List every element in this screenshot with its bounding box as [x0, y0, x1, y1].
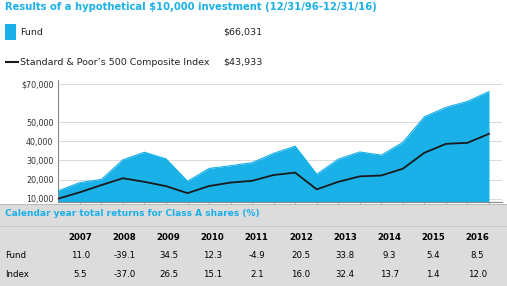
Text: $43,933: $43,933 [223, 58, 263, 67]
Text: 5.4: 5.4 [426, 251, 440, 259]
Text: 2009: 2009 [157, 233, 180, 242]
Text: 26.5: 26.5 [159, 270, 178, 279]
Bar [5, 24, 16, 40]
Text: 2.1: 2.1 [250, 270, 264, 279]
Text: 20.5: 20.5 [292, 251, 310, 259]
Text: 16.0: 16.0 [292, 270, 310, 279]
Text: 34.5: 34.5 [159, 251, 178, 259]
Text: 2008: 2008 [113, 233, 136, 242]
Text: 1.4: 1.4 [426, 270, 440, 279]
Text: 5.5: 5.5 [74, 270, 87, 279]
Text: 33.8: 33.8 [336, 251, 354, 259]
Text: 2011: 2011 [245, 233, 269, 242]
Text: Index: Index [5, 270, 29, 279]
Text: 12.0: 12.0 [468, 270, 487, 279]
Text: 2012: 2012 [289, 233, 313, 242]
Text: 9.3: 9.3 [382, 251, 396, 259]
Text: -4.9: -4.9 [248, 251, 265, 259]
Text: 2013: 2013 [333, 233, 357, 242]
Text: $66,031: $66,031 [223, 27, 262, 37]
Text: -37.0: -37.0 [114, 270, 135, 279]
Text: Fund: Fund [5, 251, 26, 259]
Text: -39.1: -39.1 [114, 251, 135, 259]
Text: 2010: 2010 [201, 233, 225, 242]
Text: 2007: 2007 [68, 233, 92, 242]
Text: 32.4: 32.4 [336, 270, 354, 279]
Text: 8.5: 8.5 [470, 251, 484, 259]
Text: Fund: Fund [20, 27, 43, 37]
Text: 2016: 2016 [465, 233, 489, 242]
Text: Calendar year total returns for Class A shares (%): Calendar year total returns for Class A … [5, 209, 260, 219]
Text: 12.3: 12.3 [203, 251, 222, 259]
Text: 15.1: 15.1 [203, 270, 222, 279]
Text: Standard & Poor’s 500 Composite Index: Standard & Poor’s 500 Composite Index [20, 58, 210, 67]
Text: Results of a hypothetical $10,000 investment (12/31/96-12/31/16): Results of a hypothetical $10,000 invest… [5, 2, 377, 12]
Text: 13.7: 13.7 [380, 270, 399, 279]
Text: 2015: 2015 [421, 233, 445, 242]
Text: 2014: 2014 [377, 233, 401, 242]
Text: 11.0: 11.0 [71, 251, 90, 259]
